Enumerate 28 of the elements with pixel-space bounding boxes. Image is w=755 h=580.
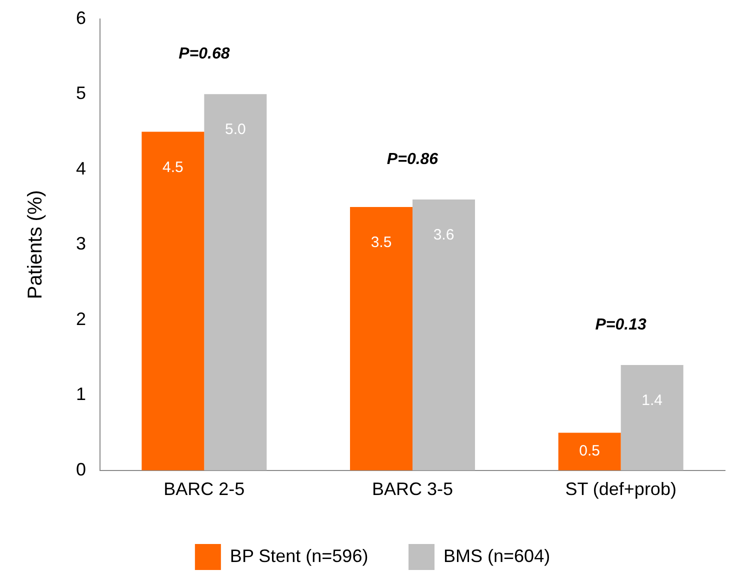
x-tick-label: ST (def+prob) [565,479,676,500]
bar [142,132,204,470]
data-label: 3.6 [433,226,454,244]
data-label: 5.0 [224,121,246,138]
annotation: P=0.68 [178,45,230,62]
data-label: 4.5 [162,158,184,176]
y-tick-label: 0 [76,459,86,480]
bar [412,199,476,470]
annotation: P=0.13 [595,316,647,334]
annotation: P=0.86 [386,150,438,168]
bar [620,365,684,470]
data-label: 3.5 [370,234,392,252]
legend-label: BP Stent (n=596) [230,546,368,566]
x-tick-label: BARC 3-5 [372,479,454,500]
x-tick-label: BARC 2-5 [164,479,245,500]
y-tick-label: 2 [76,308,86,329]
bar [204,94,267,470]
bar [350,206,413,470]
y-axis-title: Patients (%) [24,190,47,300]
data-label: 0.5 [579,442,600,460]
data-label: 1.4 [642,392,663,410]
y-tick-label: 5 [76,83,86,104]
legend-label: BMS (n=604) [444,546,550,566]
y-tick-label: 3 [76,234,86,254]
y-tick-label: 6 [76,8,86,28]
y-tick-label: 4 [76,158,86,178]
y-tick-label: 1 [76,384,86,404]
bar [558,432,621,470]
